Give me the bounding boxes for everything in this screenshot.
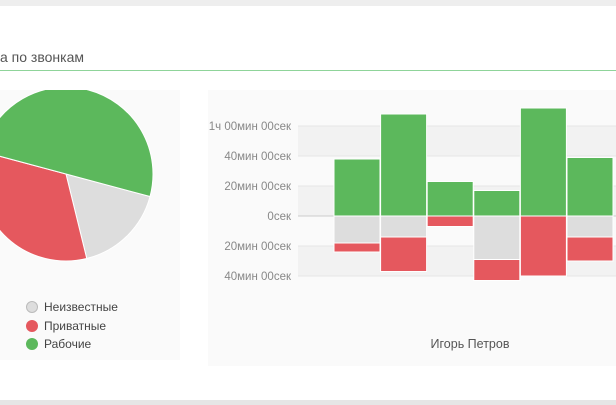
bar-unknown[interactable] — [566, 215, 614, 238]
pie-chart — [0, 86, 154, 262]
panel-title: а по звонкам — [0, 49, 84, 65]
legend-label-work: Рабочие — [44, 337, 92, 352]
bar-private[interactable] — [426, 215, 474, 227]
private-dot-icon — [26, 319, 38, 332]
bar-work[interactable] — [566, 157, 614, 217]
legend-label-private: Приватные — [44, 318, 107, 333]
bar-chart-area: 1ч 00мин 00сек 40мин 00сек 20мин 00сек 0сек… — [208, 90, 616, 366]
legend-item-private[interactable]: Приватные — [26, 317, 118, 336]
unknown-dot-icon — [26, 301, 38, 314]
bar-work[interactable] — [519, 107, 567, 217]
y-tick-label: 40мин 00сек — [224, 271, 292, 283]
x-axis-label: Игорь Петров — [431, 337, 510, 351]
bar-unknown[interactable] — [333, 215, 381, 244]
bar-private[interactable] — [380, 236, 428, 272]
y-tick-label: 0сек — [267, 211, 292, 223]
bar-work[interactable] — [426, 181, 474, 217]
bar-work[interactable] — [380, 113, 428, 217]
bar-work[interactable] — [333, 158, 381, 217]
bar-unknown[interactable] — [473, 215, 521, 260]
bar-private[interactable] — [519, 215, 567, 277]
bar-work[interactable] — [473, 190, 521, 217]
bar-unknown[interactable] — [380, 215, 428, 238]
legend-label-unknown: Неизвестные — [44, 300, 118, 315]
legend-item-work[interactable]: Рабочие — [26, 335, 118, 354]
bottom-strip — [0, 400, 616, 405]
calls-stats-panel: а по звонкам Неизвестные Приватные Рабоч… — [0, 6, 616, 400]
bar-private[interactable] — [333, 242, 381, 253]
y-tick-label: 20мин 00сек — [224, 181, 292, 193]
title-divider — [0, 70, 616, 71]
y-tick-label: 20мин 00сек — [224, 241, 292, 253]
pie-slice-1[interactable] — [0, 151, 88, 262]
y-tick-label: 40мин 00сек — [224, 151, 292, 163]
bar-private[interactable] — [566, 236, 614, 262]
pie-chart-area — [0, 86, 180, 360]
legend-item-unknown[interactable]: Неизвестные — [26, 298, 118, 317]
bar-private[interactable] — [473, 259, 521, 281]
pie-legend: Неизвестные Приватные Рабочие — [26, 298, 118, 354]
pie-slice-2[interactable] — [0, 86, 154, 198]
y-tick-label: 1ч 00мин 00сек — [209, 121, 292, 133]
grid-band — [298, 126, 616, 156]
pie-slice-0[interactable] — [65, 173, 151, 260]
work-dot-icon — [26, 338, 38, 351]
bar-chart: 1ч 00мин 00сек 40мин 00сек 20мин 00сек 0сек… — [209, 107, 616, 351]
